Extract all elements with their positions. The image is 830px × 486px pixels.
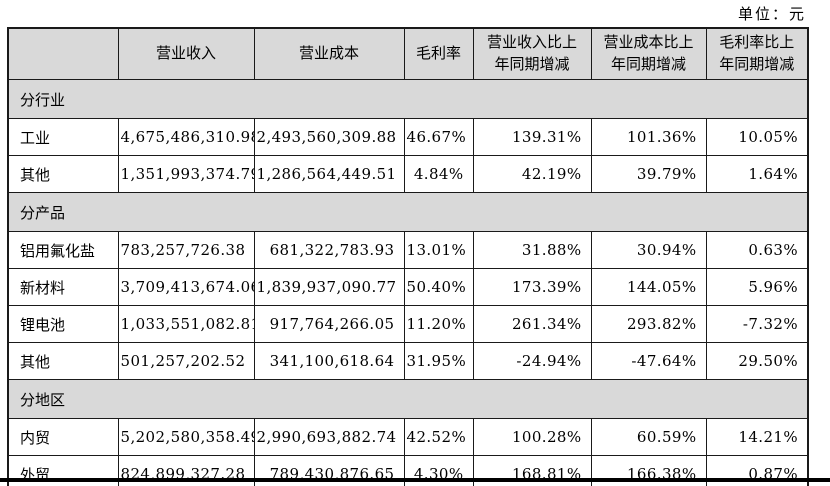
- cost-cell: 1,839,937,090.77: [253, 268, 405, 306]
- header-cost: 营业成本: [253, 27, 405, 80]
- revenue-yoy-cell: 139.31%: [472, 118, 592, 156]
- cost-cell: 917,764,266.05: [253, 305, 405, 343]
- gross-margin-cell: 31.95%: [403, 342, 474, 380]
- revenue-yoy-cell: 100.28%: [472, 418, 592, 456]
- cost-cell: 2,493,560,309.88: [253, 118, 405, 156]
- row-category: 锂电池: [7, 305, 119, 343]
- revenue-cell: 501,257,202.52: [117, 342, 255, 380]
- gross-margin-yoy-cell: 5.96%: [705, 268, 809, 306]
- cost-yoy-cell: 39.79%: [590, 155, 707, 193]
- row-category: 工业: [7, 118, 119, 156]
- revenue-cell: 5,202,580,358.49: [117, 418, 255, 456]
- cost-cell: 341,100,618.64: [253, 342, 405, 380]
- gross-margin-cell: 11.20%: [403, 305, 474, 343]
- table-row: 新材料 3,709,413,674.06 1,839,937,090.77 50…: [7, 268, 809, 306]
- header-row: 营业收入 营业成本 毛利率 营业收入比上年同期增减 营业成本比上年同期增减 毛利…: [7, 27, 809, 80]
- revenue-cell: 1,351,993,374.79: [117, 155, 255, 193]
- header-gross-margin-yoy: 毛利率比上年同期增减: [705, 27, 809, 80]
- gross-margin-cell: 42.52%: [403, 418, 474, 456]
- gross-margin-cell: 4.84%: [403, 155, 474, 193]
- gross-margin-yoy-cell: 29.50%: [705, 342, 809, 380]
- row-category: 内贸: [7, 418, 119, 456]
- cost-yoy-cell: 101.36%: [590, 118, 707, 156]
- cost-yoy-cell: 30.94%: [590, 231, 707, 269]
- revenue-cell: 783,257,726.38: [117, 231, 255, 269]
- header-gross-margin: 毛利率: [403, 27, 474, 80]
- section-title: 分行业: [7, 79, 809, 119]
- revenue-yoy-cell: -24.94%: [472, 342, 592, 380]
- bottom-rule: [0, 478, 830, 482]
- revenue-cell: 4,675,486,310.98: [117, 118, 255, 156]
- revenue-yoy-cell: 261.34%: [472, 305, 592, 343]
- table-row: 其他 1,351,993,374.79 1,286,564,449.51 4.8…: [7, 155, 809, 193]
- section-by-region: 分地区: [7, 379, 809, 419]
- cost-yoy-cell: 293.82%: [590, 305, 707, 343]
- row-category: 其他: [7, 155, 119, 193]
- table-row: 其他 501,257,202.52 341,100,618.64 31.95% …: [7, 342, 809, 380]
- header-revenue: 营业收入: [117, 27, 255, 80]
- gross-margin-yoy-cell: 10.05%: [705, 118, 809, 156]
- table-row: 内贸 5,202,580,358.49 2,990,693,882.74 42.…: [7, 418, 809, 456]
- gross-margin-yoy-cell: -7.32%: [705, 305, 809, 343]
- cost-yoy-cell: 144.05%: [590, 268, 707, 306]
- header-revenue-yoy: 营业收入比上年同期增减: [472, 27, 592, 80]
- gross-margin-yoy-cell: 0.63%: [705, 231, 809, 269]
- table-row: 锂电池 1,033,551,082.81 917,764,266.05 11.2…: [7, 305, 809, 343]
- gross-margin-cell: 50.40%: [403, 268, 474, 306]
- revenue-yoy-cell: 173.39%: [472, 268, 592, 306]
- table-row: 铝用氟化盐 783,257,726.38 681,322,783.93 13.0…: [7, 231, 809, 269]
- unit-label: 单位：元: [737, 5, 806, 23]
- gross-margin-yoy-cell: 14.21%: [705, 418, 809, 456]
- header-cost-yoy: 营业成本比上年同期增减: [590, 27, 707, 80]
- table-row: 工业 4,675,486,310.98 2,493,560,309.88 46.…: [7, 118, 809, 156]
- cost-yoy-cell: 60.59%: [590, 418, 707, 456]
- row-category: 铝用氟化盐: [7, 231, 119, 269]
- row-category: 新材料: [7, 268, 119, 306]
- row-category: 外贸: [7, 455, 119, 486]
- cost-yoy-cell: -47.64%: [590, 342, 707, 380]
- row-category: 其他: [7, 342, 119, 380]
- section-title: 分产品: [7, 192, 809, 232]
- cost-cell: 2,990,693,882.74: [253, 418, 405, 456]
- section-by-product: 分产品: [7, 192, 809, 232]
- section-by-industry: 分行业: [7, 79, 809, 119]
- revenue-cell: 3,709,413,674.06: [117, 268, 255, 306]
- header-blank: [7, 27, 119, 80]
- segment-financials-table: 营业收入 营业成本 毛利率 营业收入比上年同期增减 营业成本比上年同期增减 毛利…: [7, 27, 809, 486]
- gross-margin-yoy-cell: 1.64%: [705, 155, 809, 193]
- section-title: 分地区: [7, 379, 809, 419]
- gross-margin-cell: 46.67%: [403, 118, 474, 156]
- cost-cell: 1,286,564,449.51: [253, 155, 405, 193]
- cost-cell: 681,322,783.93: [253, 231, 405, 269]
- revenue-cell: 1,033,551,082.81: [117, 305, 255, 343]
- gross-margin-cell: 13.01%: [403, 231, 474, 269]
- revenue-yoy-cell: 42.19%: [472, 155, 592, 193]
- revenue-yoy-cell: 31.88%: [472, 231, 592, 269]
